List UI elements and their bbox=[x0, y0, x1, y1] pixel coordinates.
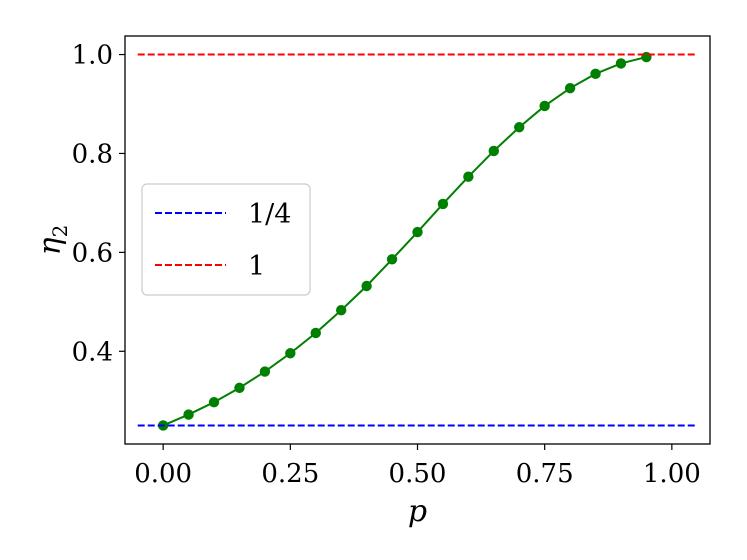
data-point bbox=[310, 327, 321, 339]
data-point bbox=[564, 82, 576, 94]
legend-box bbox=[141, 183, 311, 296]
data-point bbox=[488, 145, 500, 157]
y-tick-label: 1.0 bbox=[72, 41, 113, 71]
data-point bbox=[208, 397, 220, 408]
x-tick-label: 0.75 bbox=[516, 459, 574, 489]
y-axis-label-base: η bbox=[33, 237, 68, 255]
x-tick-label: 0.50 bbox=[389, 459, 447, 489]
x-axis-label: p bbox=[408, 494, 427, 529]
legend-label-quarter: 1/4 bbox=[248, 199, 291, 230]
data-point bbox=[183, 409, 194, 420]
x-tick-label: 0.00 bbox=[134, 459, 192, 489]
data-point bbox=[641, 51, 652, 63]
ticks-layer: 0.00 0.25 0.50 0.75 1.00 0.4 0.6 0.8 1.0 bbox=[72, 41, 701, 489]
data-point bbox=[285, 348, 296, 359]
data-point bbox=[234, 382, 245, 394]
data-point bbox=[335, 305, 347, 316]
data-point bbox=[259, 366, 271, 377]
y-tick-label: 0.4 bbox=[72, 337, 113, 367]
data-point bbox=[539, 100, 550, 112]
data-point bbox=[361, 280, 372, 292]
series-layer bbox=[137, 51, 698, 431]
legend-label-one: 1 bbox=[248, 251, 265, 282]
data-point bbox=[590, 68, 601, 80]
data-point bbox=[437, 198, 449, 210]
x-tick-label: 1.00 bbox=[643, 459, 701, 489]
data-point bbox=[386, 254, 398, 265]
legend: 1/4 1 bbox=[141, 183, 311, 296]
data-point bbox=[615, 58, 627, 69]
y-axis-label-sub: 2 bbox=[48, 225, 72, 238]
y-tick-label: 0.8 bbox=[72, 139, 113, 169]
data-point bbox=[412, 226, 423, 238]
y-axis-label: η2 bbox=[33, 225, 72, 256]
x-tick-label: 0.25 bbox=[261, 459, 319, 489]
svg-text:η2: η2 bbox=[33, 225, 72, 256]
data-point bbox=[463, 171, 474, 182]
y-tick-label: 0.6 bbox=[72, 238, 113, 268]
data-point bbox=[514, 122, 525, 133]
